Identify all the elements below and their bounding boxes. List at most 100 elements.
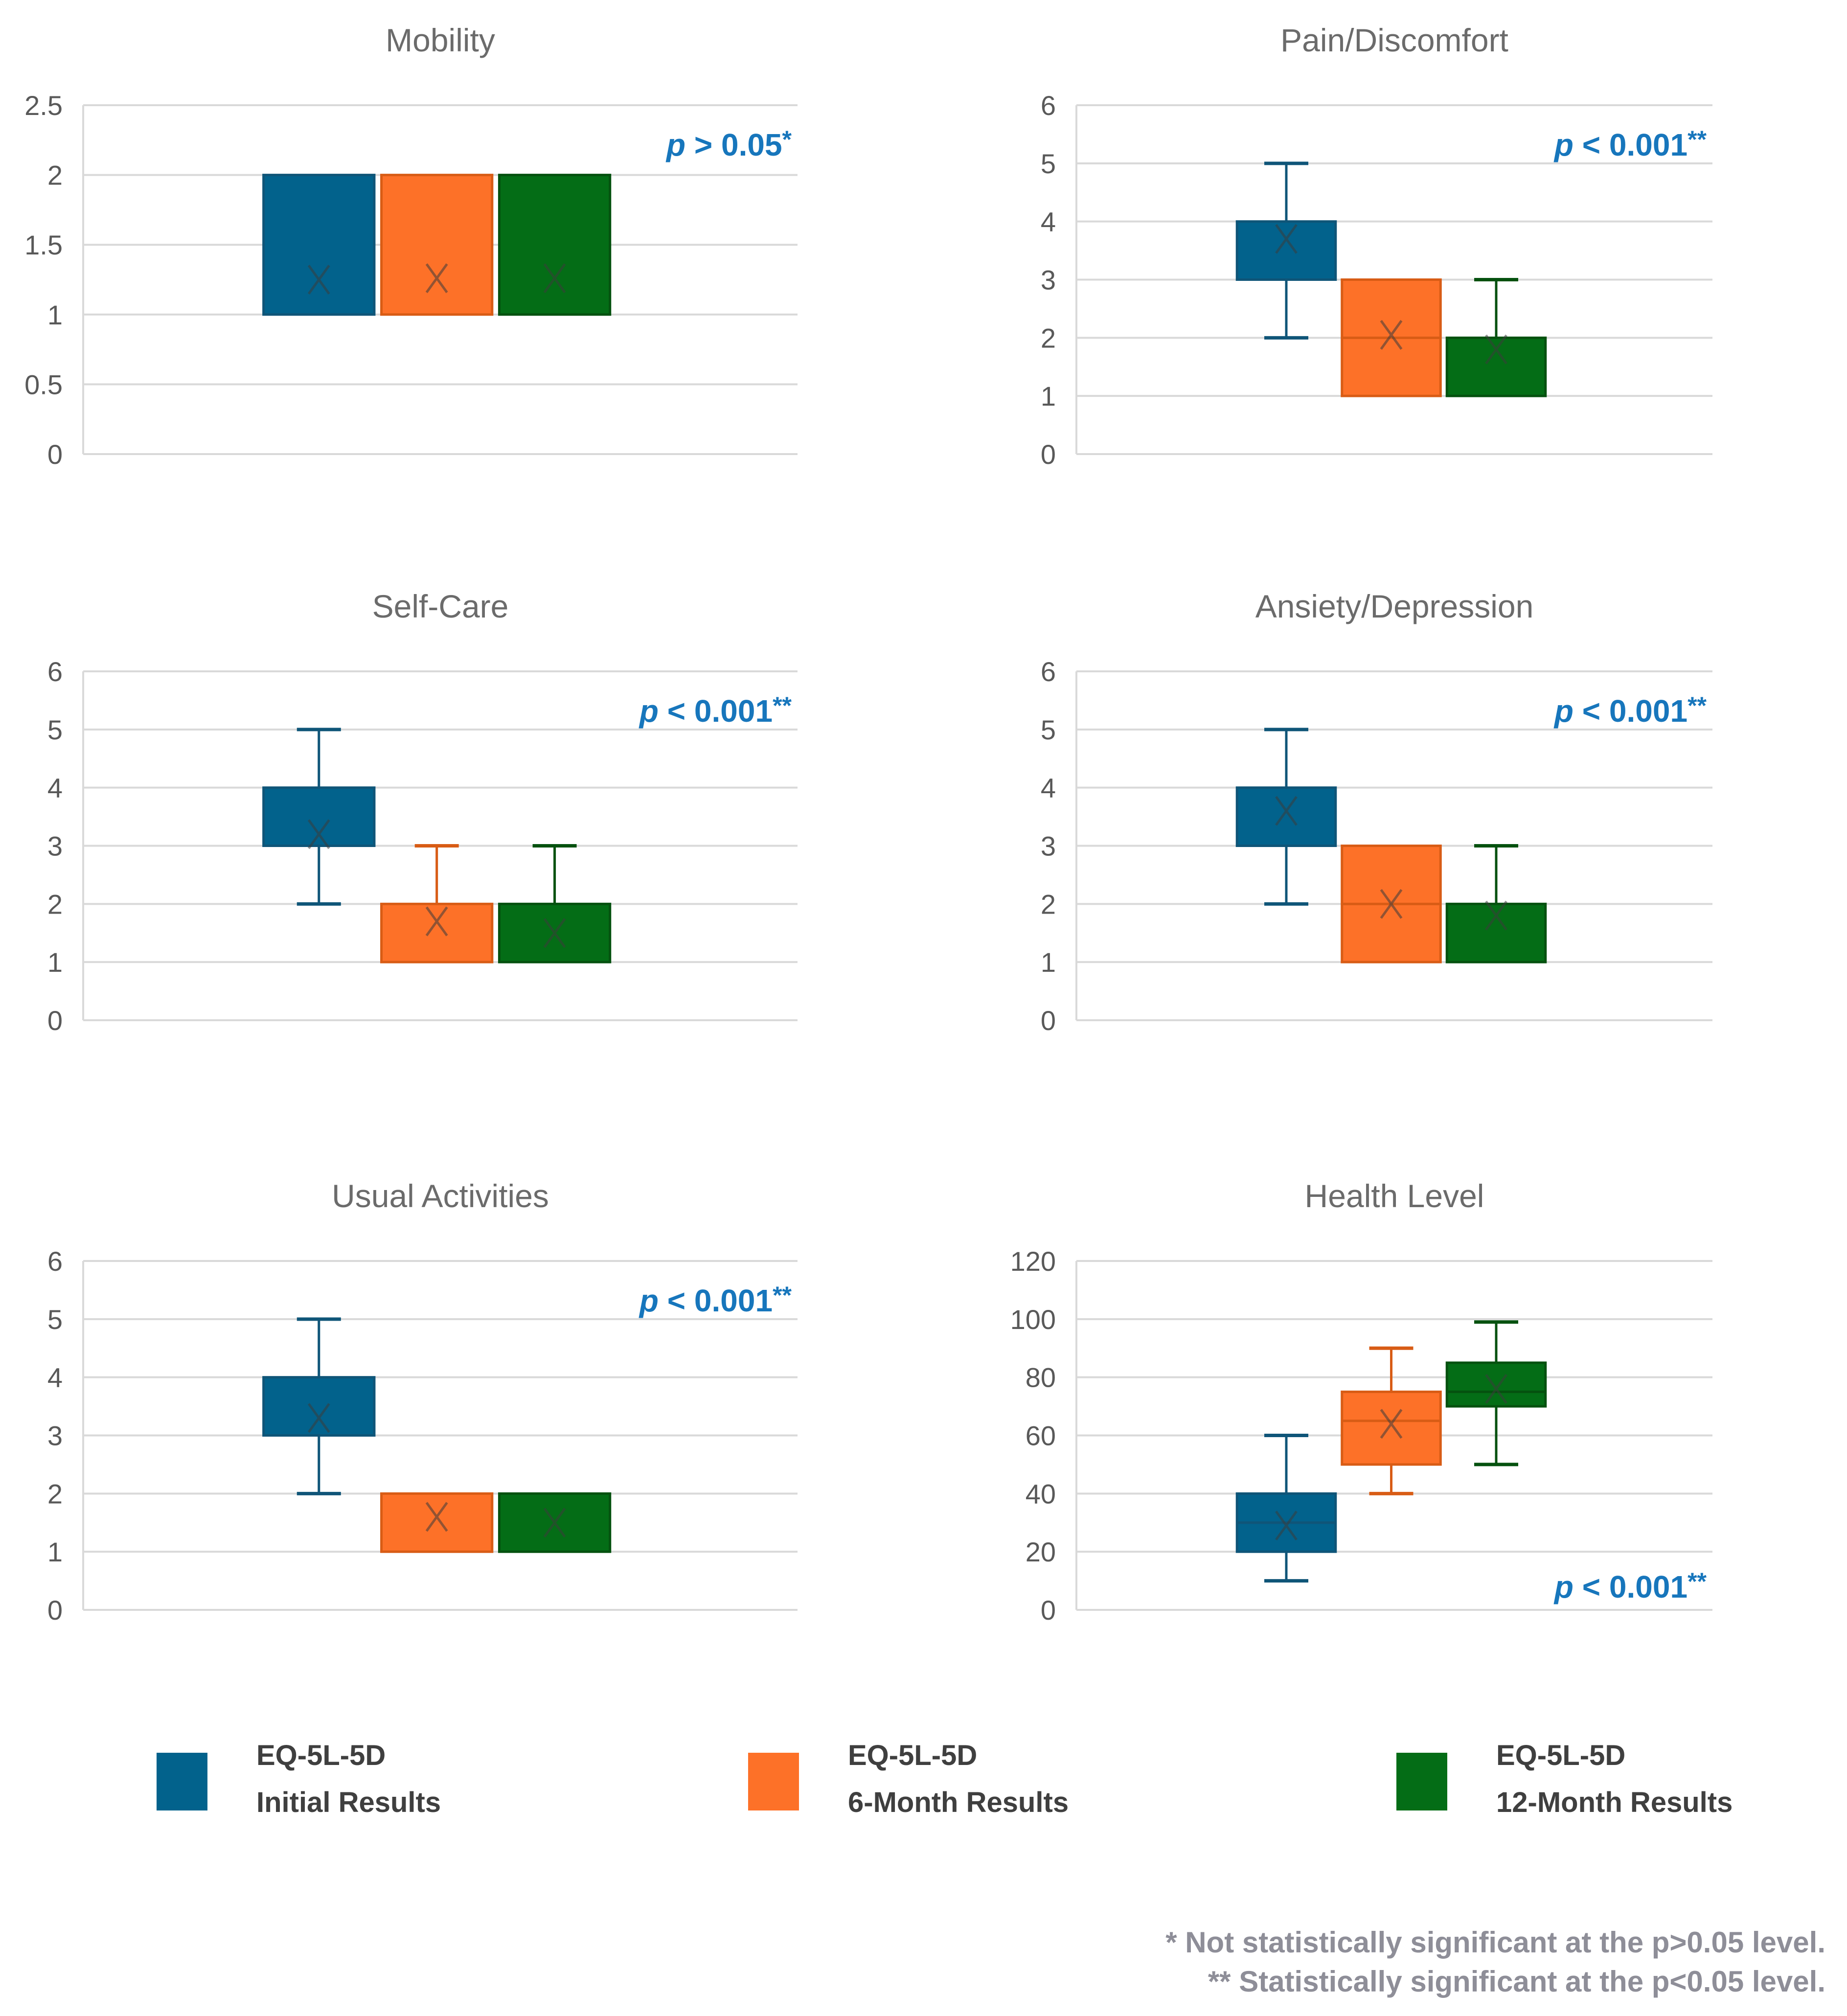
- legend-label-12-month: EQ-5L-5D 12-Month Results: [1496, 1732, 1733, 1826]
- box: [380, 1492, 494, 1553]
- box: [262, 1376, 376, 1437]
- y-axis-tick-label: 100: [1010, 1304, 1056, 1335]
- box-series-month12: [498, 1492, 612, 1553]
- y-axis-tick-label: 1: [47, 1536, 63, 1567]
- y-axis-tick-label: 6: [1041, 90, 1056, 121]
- legend-label-line2: 6-Month Results: [848, 1787, 1069, 1818]
- box: [1445, 902, 1547, 963]
- box-series-month12: [498, 844, 612, 963]
- legend-item-6-month: EQ-5L-5D 6-Month Results: [748, 1732, 1069, 1826]
- y-axis-tick-label: 40: [1026, 1478, 1056, 1509]
- legend-label-line1: EQ-5L-5D: [1496, 1740, 1626, 1771]
- y-axis-tick-label: 3: [1041, 265, 1056, 296]
- mean-marker: [307, 819, 330, 849]
- p-value-label: p < 0.001**: [638, 692, 792, 729]
- y-axis-tick-label: 2: [47, 160, 63, 191]
- footnote-not-significant: * Not statistically significant at the p…: [1165, 1926, 1825, 1959]
- box: [1445, 336, 1547, 397]
- y-axis-tick-label: 3: [1041, 831, 1056, 862]
- box-series-month6: [380, 174, 494, 316]
- y-axis-tick-label: 5: [1041, 714, 1056, 745]
- box-series-month12: [498, 174, 612, 316]
- mean-marker: [1275, 224, 1298, 254]
- y-axis-tick-label: 5: [1041, 148, 1056, 179]
- box-series-month6: [380, 1492, 494, 1553]
- y-axis-tick-label: 0: [47, 1595, 63, 1626]
- footnotes: * Not statistically significant at the p…: [1165, 1923, 1825, 2001]
- box-series-month6: [1341, 845, 1442, 963]
- mean-marker: [1380, 889, 1403, 919]
- chart-health-level: 0 20 40 60 80 100 120 Health Level p < 0.001**: [991, 1156, 1847, 1718]
- box-series-initial: [1235, 728, 1337, 906]
- mean-marker: [543, 1508, 566, 1538]
- boxplot-svg: 0 1 2 3 4 5 6 Ansiety/Depression p < 0.001**: [1041, 588, 1712, 1036]
- legend-label-line2: Initial Results: [256, 1787, 441, 1818]
- y-axis-tick-label: 1: [47, 299, 63, 330]
- y-axis-tick-label: 80: [1026, 1362, 1056, 1393]
- box: [262, 174, 376, 316]
- y-axis-tick-label: 3: [47, 1420, 63, 1451]
- chart-ansiety-depression: 0 1 2 3 4 5 6 Ansiety/Depression p < 0.001**: [991, 566, 1847, 1129]
- box-series-month12: [1445, 278, 1547, 397]
- mean-marker: [1485, 1374, 1507, 1404]
- p-value-label: p > 0.05*: [665, 126, 792, 162]
- y-axis-tick-label: 2: [1041, 322, 1056, 353]
- mean-marker: [307, 1403, 330, 1433]
- box-series-initial: [1235, 161, 1337, 340]
- y-axis-tick-label: 1: [1041, 381, 1056, 412]
- legend-item-12-month: EQ-5L-5D 12-Month Results: [1396, 1732, 1733, 1826]
- chart-title: Pain/Discomfort: [1280, 22, 1508, 58]
- box-series-month6: [1341, 278, 1442, 397]
- box: [380, 902, 494, 963]
- chart-title: Self-Care: [372, 588, 509, 624]
- box-series-month12: [1445, 1320, 1547, 1466]
- boxplot-svg: 0 0.5 1 1.5 2 2.5 Mobility p > 0.05*: [24, 22, 798, 470]
- box: [498, 174, 612, 316]
- y-axis-tick-label: 0: [1041, 439, 1056, 470]
- p-value-label: p < 0.001**: [1553, 1568, 1707, 1604]
- footnote-significant: ** Statistically significant at the p<0.…: [1208, 1965, 1825, 1998]
- y-axis-tick-label: 4: [47, 773, 63, 803]
- mean-marker: [543, 918, 566, 948]
- mean-marker: [1275, 1511, 1298, 1541]
- box: [1445, 1361, 1547, 1408]
- mean-marker: [425, 1502, 448, 1532]
- box-series-month6: [380, 844, 494, 963]
- p-value-label: p < 0.001**: [1553, 126, 1707, 162]
- mean-marker: [307, 265, 330, 295]
- box-series-month12: [1445, 844, 1547, 963]
- box: [1341, 1390, 1442, 1466]
- mean-marker: [1485, 334, 1507, 365]
- mean-marker: [1380, 320, 1403, 350]
- legend-label-initial: EQ-5L-5D Initial Results: [256, 1732, 441, 1826]
- y-axis-tick-label: 6: [1041, 656, 1056, 687]
- mean-marker: [1485, 900, 1507, 931]
- chart-mobility: 0 0.5 1 1.5 2 2.5 Mobility p > 0.05*: [0, 0, 856, 563]
- y-axis-tick-label: 3: [47, 831, 63, 862]
- legend-label-6-month: EQ-5L-5D 6-Month Results: [848, 1732, 1069, 1826]
- y-axis-tick-label: 2: [47, 1478, 63, 1509]
- y-axis-tick-label: 5: [47, 1304, 63, 1335]
- chart-title: Mobility: [386, 22, 495, 58]
- box-series-initial: [262, 728, 376, 906]
- y-axis-tick-label: 6: [47, 656, 63, 687]
- mean-marker: [1380, 1409, 1403, 1439]
- p-value-label: p < 0.001**: [638, 1282, 792, 1318]
- legend-swatch-12-month: [1396, 1753, 1447, 1810]
- legend-item-initial: EQ-5L-5D Initial Results: [157, 1732, 441, 1826]
- y-axis-tick-label: 5: [47, 714, 63, 745]
- p-value-label: p < 0.001**: [1553, 692, 1707, 729]
- box-series-initial: [1235, 1434, 1337, 1583]
- box: [1235, 220, 1337, 281]
- y-axis-tick-label: 60: [1026, 1420, 1056, 1451]
- y-axis-tick-label: 120: [1010, 1246, 1056, 1277]
- y-axis-tick-label: 2: [1041, 889, 1056, 919]
- y-axis-tick-label: 1: [1041, 947, 1056, 978]
- y-axis-tick-label: 1: [47, 947, 63, 978]
- box: [262, 786, 376, 847]
- y-axis-tick-label: 0: [1041, 1005, 1056, 1036]
- chart-pain-discomfort: 0 1 2 3 4 5 6 Pain/Discomfort p < 0.001**: [991, 0, 1847, 563]
- y-axis-tick-label: 0: [1041, 1595, 1056, 1626]
- mean-marker: [1275, 796, 1298, 826]
